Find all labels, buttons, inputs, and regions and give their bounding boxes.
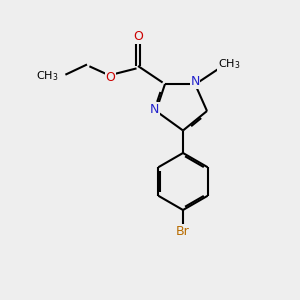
Text: N: N <box>150 103 159 116</box>
Text: O: O <box>105 70 115 84</box>
Text: CH$_3$: CH$_3$ <box>36 70 58 83</box>
Text: Br: Br <box>176 225 190 238</box>
Text: O: O <box>133 30 143 44</box>
Text: CH$_3$: CH$_3$ <box>218 57 240 71</box>
Text: N: N <box>190 75 200 88</box>
